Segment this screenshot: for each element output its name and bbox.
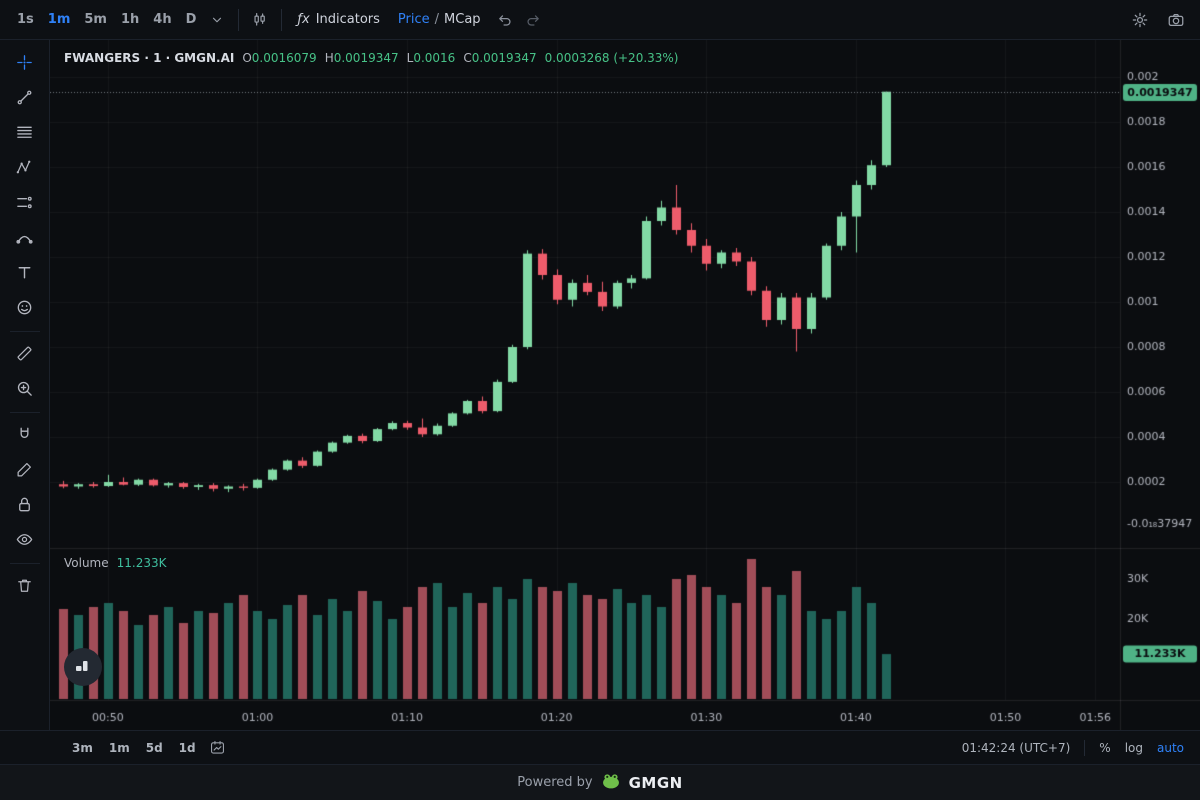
- emoji-tool-button[interactable]: [8, 292, 42, 325]
- ohlc-legend: FWANGERS · 1 · GMGN.AI O 0.0016079 H 0.001…: [64, 51, 679, 65]
- chevron-down-icon: [210, 13, 224, 27]
- fib-retracement-tool-button[interactable]: [8, 117, 42, 150]
- timeframe-5m[interactable]: 5m: [77, 7, 114, 33]
- go-to-date-button[interactable]: [204, 735, 232, 761]
- tradingview-logo[interactable]: [64, 648, 102, 686]
- trash-icon: [15, 576, 34, 598]
- top-toolbar: 1s 1m 5m 1h 4h D ƒx Indicators Price / M…: [0, 0, 1200, 40]
- calendar-icon: [209, 739, 226, 756]
- candlestick-icon: [252, 11, 269, 28]
- mcap-toggle-label[interactable]: MCap: [444, 12, 481, 27]
- settings-button[interactable]: [1126, 7, 1154, 33]
- zoom-in-tool-button[interactable]: [8, 373, 42, 406]
- timeframe-1h[interactable]: 1h: [114, 7, 146, 33]
- zoom-in-icon: [15, 379, 34, 401]
- curve-icon: [15, 228, 34, 250]
- price-mcap-toggle[interactable]: Price / MCap: [388, 12, 491, 27]
- timeframe-1d[interactable]: D: [179, 7, 204, 33]
- tradingview-icon: [73, 656, 93, 679]
- range-3m-button[interactable]: 3m: [64, 739, 101, 757]
- sidebar-divider: [9, 563, 40, 564]
- fx-icon: ƒx: [297, 12, 310, 27]
- gmgn-frog-icon: [601, 772, 621, 793]
- close-value: C 0.0019347: [463, 51, 537, 65]
- text-tool-icon: [15, 263, 34, 285]
- auto-scale-button[interactable]: auto: [1156, 740, 1184, 755]
- projection-icon: [15, 193, 34, 215]
- emoji-icon: [15, 298, 34, 320]
- percent-scale-button[interactable]: %: [1099, 740, 1111, 755]
- open-value: O 0.0016079: [242, 51, 317, 65]
- text-tool-button[interactable]: [8, 257, 42, 290]
- price-chart-canvas[interactable]: [50, 40, 1200, 730]
- separator: [1084, 739, 1086, 756]
- crosshair-tool-button[interactable]: [8, 47, 42, 80]
- powered-by-label: Powered by: [517, 775, 593, 790]
- lock-tool-button[interactable]: [8, 489, 42, 522]
- projection-tool-button[interactable]: [8, 187, 42, 220]
- camera-icon: [1167, 11, 1185, 29]
- chart-style-button[interactable]: [246, 7, 274, 33]
- draw-mode-button[interactable]: [8, 454, 42, 487]
- xabcd-pattern-icon: [15, 158, 34, 180]
- price-toggle-label[interactable]: Price: [397, 12, 430, 27]
- high-value: H 0.0019347: [324, 51, 399, 65]
- symbol-title: FWANGERS · 1 · GMGN.AI: [64, 51, 235, 65]
- screenshot-button[interactable]: [1162, 7, 1190, 33]
- fib-retracement-icon: [15, 123, 34, 145]
- indicators-label: Indicators: [315, 12, 380, 27]
- topbar-right-group: [1126, 7, 1190, 33]
- footer: Powered by GMGN: [0, 764, 1200, 800]
- timeframe-1s[interactable]: 1s: [10, 7, 41, 33]
- range-1d-button[interactable]: 1d: [171, 739, 204, 757]
- indicators-button[interactable]: ƒx Indicators: [289, 12, 388, 27]
- drawing-toolbar: [0, 40, 50, 730]
- hide-drawings-button[interactable]: [8, 524, 42, 557]
- separator: [238, 8, 240, 31]
- change-value: 0.0003268 (+20.33%): [544, 51, 679, 65]
- trend-line-icon: [15, 88, 34, 110]
- magnet-icon: [15, 425, 34, 447]
- gear-icon: [1131, 11, 1149, 29]
- bottom-toolbar: 3m 1m 5d 1d 01:42:24 (UTC+7) % log auto: [0, 730, 1200, 764]
- curve-tool-button[interactable]: [8, 222, 42, 255]
- redo-button[interactable]: [519, 7, 547, 33]
- undo-icon: [496, 11, 514, 29]
- magnet-tool-button[interactable]: [8, 419, 42, 452]
- log-scale-button[interactable]: log: [1124, 740, 1143, 755]
- timeframe-4h[interactable]: 4h: [146, 7, 178, 33]
- undo-button[interactable]: [491, 7, 519, 33]
- separator: [281, 8, 283, 31]
- low-value: L 0.0016: [406, 51, 456, 65]
- clock-button[interactable]: 01:42:24 (UTC+7): [961, 740, 1071, 755]
- volume-value: 11.233K: [116, 556, 167, 570]
- lock-icon: [15, 495, 34, 517]
- gmgn-brand[interactable]: GMGN: [628, 773, 683, 792]
- trend-line-tool-button[interactable]: [8, 82, 42, 115]
- timeframe-1m[interactable]: 1m: [41, 7, 78, 33]
- xabcd-pattern-tool-button[interactable]: [8, 152, 42, 185]
- eye-icon: [15, 530, 34, 552]
- sidebar-divider: [9, 412, 40, 413]
- volume-legend: Volume 11.233K: [64, 556, 167, 570]
- measure-tool-button[interactable]: [8, 338, 42, 371]
- ruler-icon: [15, 344, 34, 366]
- volume-label: Volume: [64, 556, 109, 570]
- range-5d-button[interactable]: 5d: [138, 739, 171, 757]
- crosshair-icon: [15, 53, 34, 75]
- pencil-icon: [15, 460, 34, 482]
- toggle-divider: /: [434, 12, 440, 27]
- remove-drawings-button[interactable]: [8, 570, 42, 603]
- redo-icon: [524, 11, 542, 29]
- main-region: FWANGERS · 1 · GMGN.AI O 0.0016079 H 0.001…: [0, 40, 1200, 730]
- chart-area: FWANGERS · 1 · GMGN.AI O 0.0016079 H 0.001…: [50, 40, 1200, 730]
- sidebar-divider: [9, 331, 40, 332]
- timeframe-dropdown-button[interactable]: [203, 7, 231, 33]
- bottom-right-group: 01:42:24 (UTC+7) % log auto: [961, 739, 1184, 756]
- range-1m-button[interactable]: 1m: [101, 739, 138, 757]
